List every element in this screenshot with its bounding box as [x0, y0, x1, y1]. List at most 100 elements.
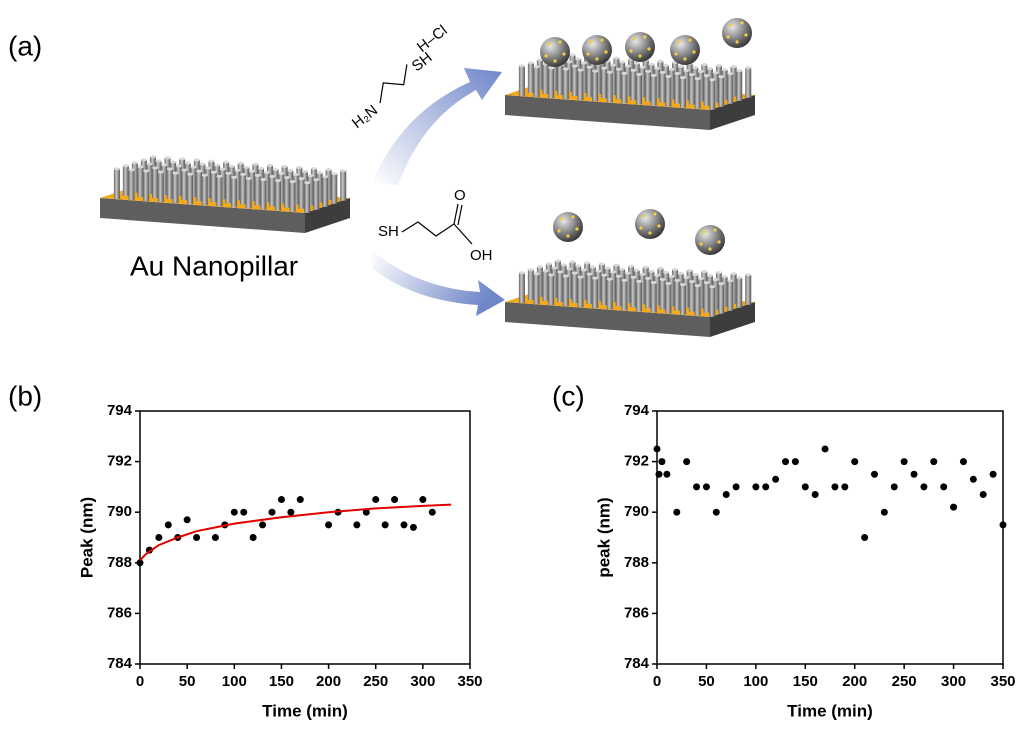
pillar-top	[546, 262, 552, 265]
data-point	[240, 509, 247, 516]
pillar-top	[660, 71, 666, 74]
pillar-top	[220, 168, 226, 171]
figure: H₂N SH H–Cl SH O OH Au Nanopillar (a) (b…	[0, 0, 1020, 729]
pillar-top	[176, 165, 182, 168]
particle-dot	[699, 242, 702, 245]
bond	[454, 224, 472, 244]
pillar-top	[147, 162, 153, 165]
pillar-top	[537, 265, 543, 268]
pillar	[745, 275, 751, 305]
pillar-top	[586, 273, 592, 276]
pillar-top	[581, 269, 587, 272]
pillar	[586, 67, 592, 97]
pillar	[645, 278, 651, 308]
pillar-top	[607, 278, 613, 281]
y-tick-label: 784	[624, 655, 650, 672]
y-axis-title: peak (nm)	[594, 497, 613, 577]
pillar-top	[296, 166, 302, 169]
pillar-top	[727, 279, 733, 282]
data-point	[960, 458, 967, 465]
pillar	[181, 170, 187, 200]
particle-dot	[692, 50, 695, 53]
y-tick-label: 786	[624, 604, 649, 621]
pillar-top	[255, 174, 261, 177]
data-point	[419, 496, 426, 503]
pillar-top	[654, 274, 660, 277]
pillar-top	[211, 171, 217, 174]
pillar-top	[639, 273, 645, 276]
pillar	[577, 277, 583, 307]
pillar-top	[630, 69, 636, 72]
pillar-top	[613, 264, 619, 267]
pillar	[727, 74, 733, 104]
pillar-top	[223, 161, 229, 164]
pillar	[736, 71, 742, 101]
particle-dot	[735, 40, 738, 43]
pillar-top	[528, 268, 534, 271]
pillar-top	[665, 282, 671, 285]
particle-dot	[717, 240, 720, 243]
data-point	[812, 491, 819, 498]
pillar-top	[249, 170, 255, 173]
pillar-top	[665, 75, 671, 78]
pillar-top	[208, 160, 214, 163]
data-point	[792, 458, 799, 465]
pillar-top	[238, 162, 244, 165]
pillar	[704, 76, 710, 106]
plot-frame	[657, 411, 1003, 664]
pillar-top	[552, 266, 558, 269]
pillar	[616, 69, 622, 99]
pillar-top	[722, 68, 728, 71]
pillar-top	[678, 272, 684, 275]
particle-dot	[595, 57, 598, 60]
pillar-top	[716, 271, 722, 274]
pillar	[607, 72, 613, 102]
pillar-top	[592, 277, 598, 280]
pillar-top	[718, 282, 724, 285]
pillar-top	[683, 276, 689, 279]
data-point	[950, 504, 957, 511]
data-point	[772, 476, 779, 483]
pillar-top	[543, 269, 549, 272]
particle-dot	[677, 40, 680, 43]
particle-dot	[557, 229, 560, 232]
pillar-top	[216, 175, 222, 178]
pillar-top	[322, 175, 328, 178]
pillar-top	[572, 272, 578, 275]
data-point	[752, 483, 759, 490]
pillar-top	[302, 170, 308, 173]
pillar-top	[156, 159, 162, 162]
pillar-top	[269, 175, 275, 178]
pillar	[592, 71, 598, 101]
pillar	[231, 177, 237, 207]
pillar	[187, 174, 193, 204]
data-point	[193, 534, 200, 541]
data-point	[231, 509, 238, 516]
data-point	[911, 471, 918, 478]
pillar-top	[616, 68, 622, 71]
pillar-top	[202, 174, 208, 177]
particle-dot	[744, 33, 747, 36]
pillar	[322, 177, 328, 207]
pillar-top	[284, 176, 290, 179]
pillar-top	[619, 61, 625, 64]
pillar	[225, 173, 231, 203]
pillar-top	[584, 261, 590, 264]
data-point	[990, 471, 997, 478]
pillar-top	[581, 62, 587, 65]
pillar-top	[625, 272, 631, 275]
pillar-top	[557, 270, 563, 273]
pillar	[680, 285, 686, 315]
pillar	[158, 172, 164, 202]
pillar-top	[680, 76, 686, 79]
pillar-top	[304, 181, 310, 184]
pillar	[548, 68, 554, 98]
pillar-top	[570, 53, 576, 56]
particle-dot	[643, 35, 646, 38]
pillar-top	[736, 69, 742, 72]
y-tick-label: 788	[624, 554, 649, 571]
pillar-top	[704, 281, 710, 284]
particle-dot	[629, 49, 632, 52]
pillar-top	[150, 155, 156, 158]
pillar-top	[172, 172, 178, 175]
